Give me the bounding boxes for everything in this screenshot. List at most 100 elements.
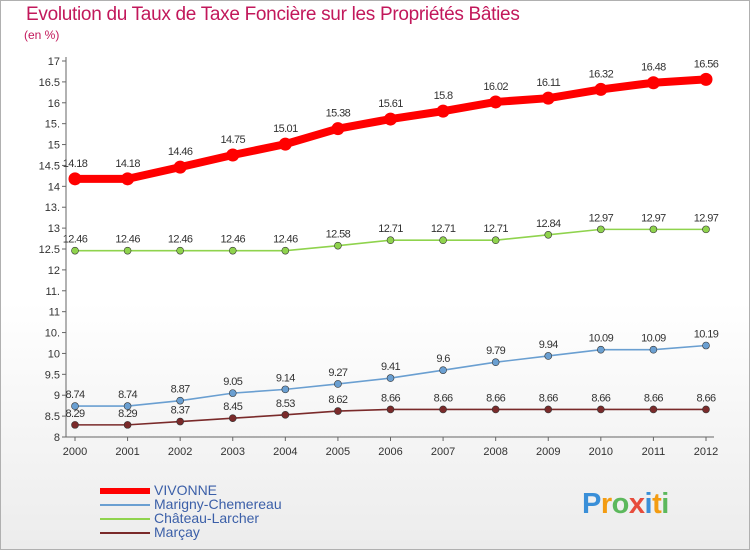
y-tick-label: 15 xyxy=(48,140,60,152)
data-point-vivonne xyxy=(436,104,450,118)
data-label-vivonne: 15.8 xyxy=(434,90,453,102)
x-tick-label: 2000 xyxy=(63,446,87,458)
y-tick-label: 11. xyxy=(46,286,60,298)
x-tick-label: 2002 xyxy=(168,446,192,458)
data-point-vivonne xyxy=(489,95,503,109)
logo-letter: x xyxy=(628,488,645,520)
data-point-marcay xyxy=(71,421,79,429)
data-point-vivonne xyxy=(68,172,82,186)
data-label-marigny-chemereau: 9.05 xyxy=(223,376,242,388)
data-label-chateau-larcher: 12.46 xyxy=(220,234,245,246)
legend-label-marcay: Marçay xyxy=(154,524,200,540)
legend-label-marigny-chemereau: Marigny-Chemereau xyxy=(154,496,282,512)
data-label-marcay: 8.53 xyxy=(276,398,295,410)
data-point-marigny-chemereau xyxy=(334,380,342,388)
data-point-chateau-larcher xyxy=(491,236,500,245)
data-label-chateau-larcher: 12.71 xyxy=(431,223,456,235)
data-point-chateau-larcher xyxy=(176,246,184,255)
logo-letter: i xyxy=(644,488,653,520)
x-tick-label: 2009 xyxy=(536,446,560,458)
y-tick-label: 16.5 xyxy=(39,77,60,89)
y-tick-label: 9 xyxy=(54,390,60,402)
data-label-vivonne: 14.18 xyxy=(115,158,140,170)
data-point-marigny-chemereau xyxy=(491,358,500,367)
data-label-marigny-chemereau: 8.87 xyxy=(171,384,190,396)
x-tick-label: 2008 xyxy=(483,446,507,458)
x-tick-label: 2010 xyxy=(589,446,613,458)
data-point-marigny-chemereau xyxy=(228,389,237,397)
data-label-chateau-larcher: 12.46 xyxy=(168,234,193,246)
legend-swatch-marcay xyxy=(100,532,150,534)
data-point-vivonne xyxy=(121,172,135,186)
y-tick-label: 13. xyxy=(45,202,60,214)
y-tick-label: 8.5 xyxy=(45,411,60,423)
data-point-marcay xyxy=(123,421,132,429)
data-point-marigny-chemereau xyxy=(649,345,658,354)
x-tick-label: 2011 xyxy=(642,446,666,458)
y-tick-label: 10. xyxy=(45,328,60,340)
data-label-marcay: 8.45 xyxy=(223,401,242,413)
data-label-marcay: 8.66 xyxy=(434,392,453,404)
data-label-chateau-larcher: 12.46 xyxy=(63,234,88,246)
data-point-marigny-chemereau xyxy=(176,396,184,405)
y-tick-label: 14 xyxy=(48,181,60,193)
y-tick-label: 15. xyxy=(45,119,60,131)
x-tick-label: 2006 xyxy=(378,446,402,458)
data-point-marcay xyxy=(386,405,395,414)
data-point-marigny-chemereau xyxy=(123,402,132,410)
data-label-marcay: 8.66 xyxy=(644,392,663,404)
data-point-marigny-chemereau xyxy=(544,352,553,360)
data-point-chateau-larcher xyxy=(123,246,132,255)
data-label-chateau-larcher: 12.46 xyxy=(115,234,140,246)
data-point-chateau-larcher xyxy=(71,246,79,255)
data-label-marigny-chemereau: 9.94 xyxy=(539,339,558,351)
data-label-vivonne: 14.18 xyxy=(63,158,88,170)
data-label-marcay: 8.66 xyxy=(696,392,715,404)
data-label-chateau-larcher: 12.71 xyxy=(483,223,508,235)
data-point-vivonne xyxy=(331,122,345,136)
data-label-chateau-larcher: 12.97 xyxy=(641,212,666,224)
data-label-marcay: 8.66 xyxy=(381,392,400,404)
y-tick-label: 14.5 xyxy=(39,160,60,172)
data-label-vivonne: 16.02 xyxy=(483,81,508,93)
data-label-marigny-chemereau: 9.79 xyxy=(486,345,505,357)
legend-swatch-marigny-chemereau xyxy=(100,504,150,506)
data-point-marigny-chemereau xyxy=(386,374,395,382)
data-point-chateau-larcher xyxy=(649,225,658,234)
data-point-vivonne xyxy=(699,72,713,86)
data-point-chateau-larcher xyxy=(702,225,710,234)
data-label-marcay: 8.62 xyxy=(328,394,347,406)
data-label-vivonne: 15.01 xyxy=(273,123,298,135)
y-axis-unit: (en %) xyxy=(24,28,60,42)
x-tick-label: 2004 xyxy=(273,446,297,458)
x-tick-label: 2003 xyxy=(221,446,245,458)
data-point-chateau-larcher xyxy=(544,230,553,239)
logo-letter: i xyxy=(661,488,669,520)
data-point-marcay xyxy=(649,405,658,414)
data-point-vivonne xyxy=(541,91,555,105)
x-tick-label: 2012 xyxy=(694,446,718,458)
data-point-vivonne xyxy=(173,160,187,174)
proxiti-logo[interactable]: Proxiti xyxy=(582,488,669,521)
data-label-marcay: 8.37 xyxy=(171,405,190,417)
data-label-marigny-chemereau: 8.74 xyxy=(65,389,84,401)
data-point-vivonne xyxy=(646,76,660,90)
data-point-marcay xyxy=(334,407,342,415)
legend-label-chateau-larcher: Château-Larcher xyxy=(154,510,260,526)
legend-swatch-chateau-larcher xyxy=(100,518,150,520)
data-point-marcay xyxy=(544,405,553,414)
x-tick-label: 2007 xyxy=(431,446,455,458)
x-tick-label: 2005 xyxy=(326,446,350,458)
data-point-chateau-larcher xyxy=(334,241,342,250)
data-label-chateau-larcher: 12.71 xyxy=(378,223,403,235)
data-point-marcay xyxy=(228,414,237,423)
y-tick-label: 13 xyxy=(48,223,60,235)
data-point-marcay xyxy=(702,405,710,414)
data-point-marigny-chemereau xyxy=(71,402,79,410)
logo-letter: t xyxy=(652,488,662,520)
data-label-vivonne: 16.48 xyxy=(641,62,666,74)
y-tick-label: 11 xyxy=(49,307,60,319)
y-tick-label: 16 xyxy=(48,98,60,110)
